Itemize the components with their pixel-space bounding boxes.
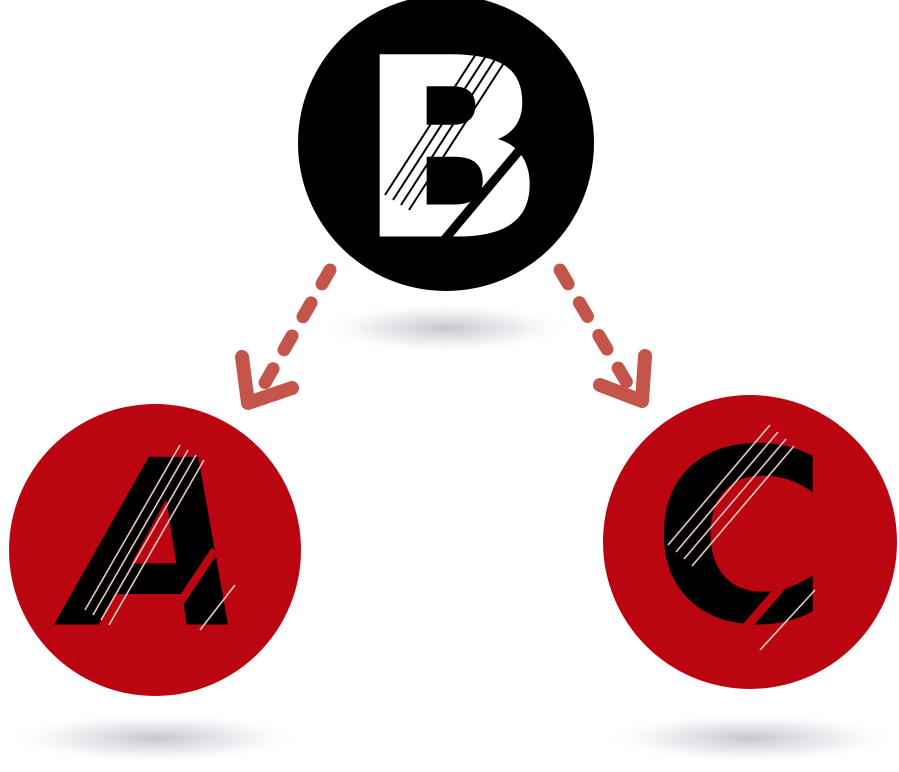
node-a-shadow: [5, 712, 305, 764]
arrow-b-to-a: [235, 263, 337, 410]
node-a-hatching: [84, 444, 236, 631]
node-b: B: [298, 0, 594, 296]
node-c-circle: [603, 395, 897, 689]
node-c: C: [603, 395, 897, 689]
node-b-hatching: [384, 39, 532, 248]
node-b-shadow: [315, 302, 575, 354]
node-c-hatching: [667, 424, 819, 650]
node-a-label: A: [54, 413, 247, 680]
arrow-b-to-c: [553, 263, 652, 408]
node-c-shadow: [600, 712, 899, 764]
node-a: A: [9, 404, 301, 696]
node-b-circle: [298, 0, 594, 291]
node-a-circle: [9, 404, 301, 696]
